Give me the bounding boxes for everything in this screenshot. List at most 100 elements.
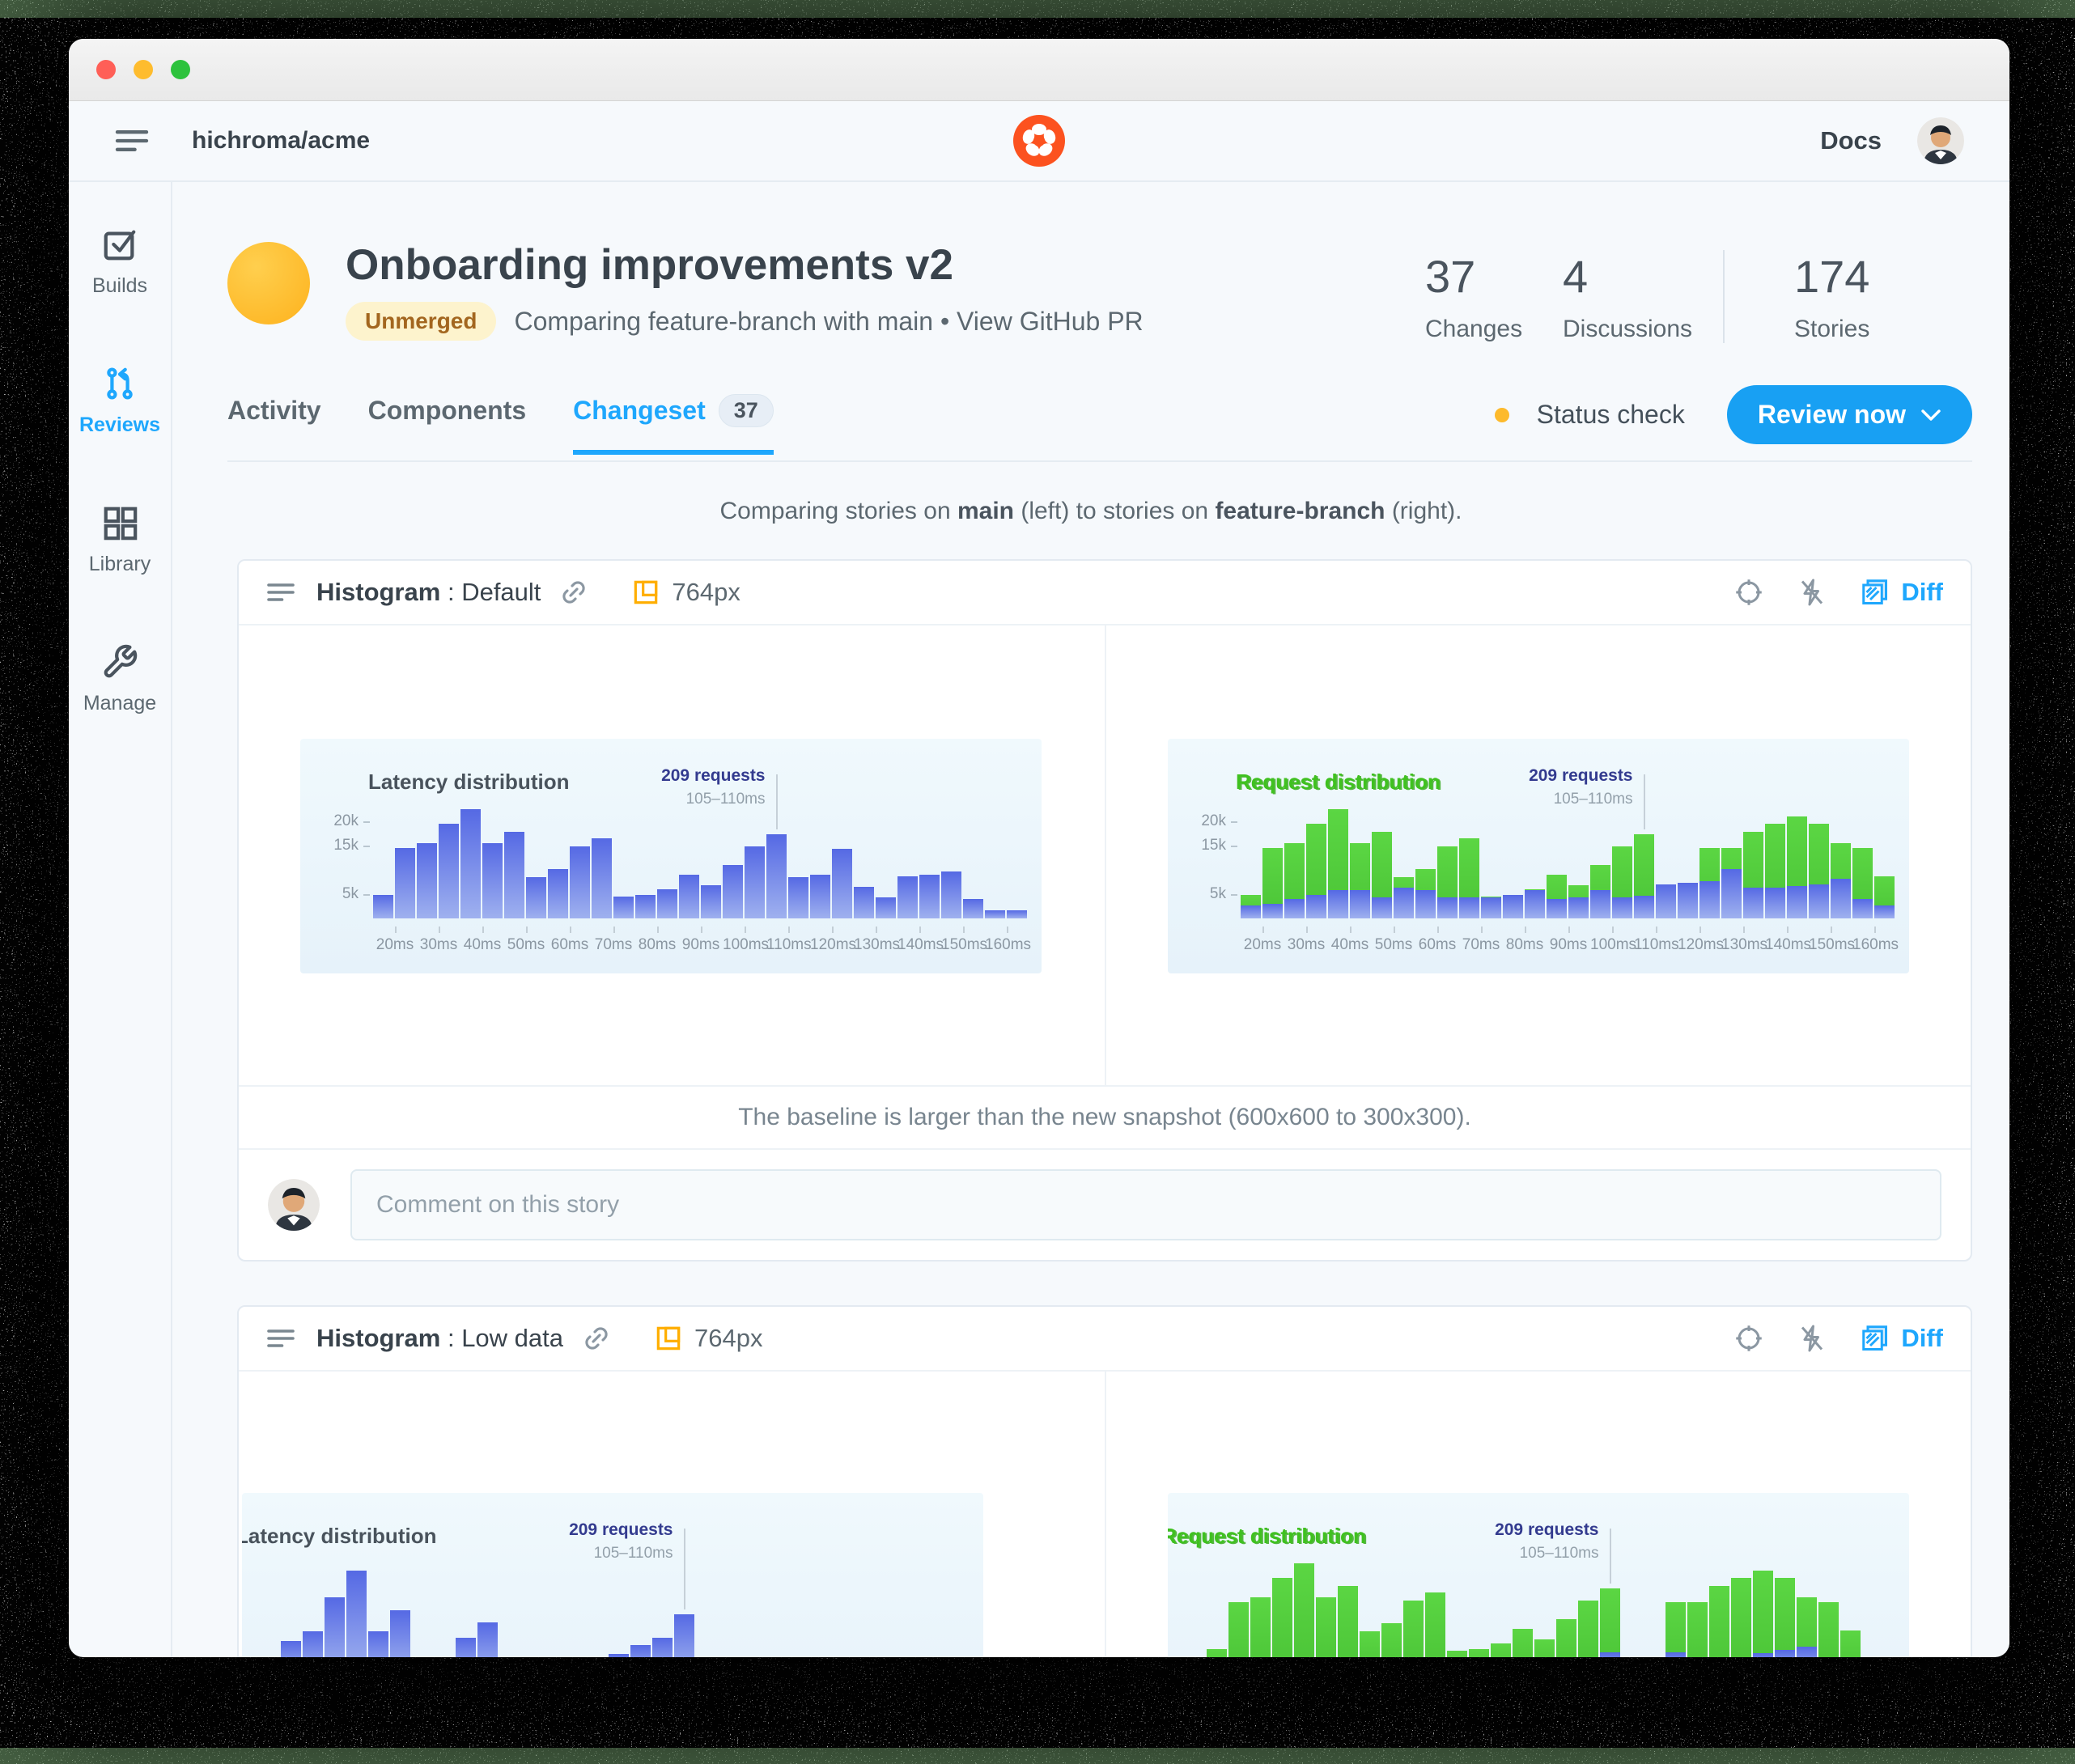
- edge-tint-bottom: [0, 1748, 2075, 1764]
- x-axis-tick: 160ms: [985, 927, 1032, 953]
- inspect-target-icon[interactable]: [1734, 1324, 1763, 1353]
- x-axis-tick: 140ms: [1765, 927, 1812, 953]
- annotation-label: 209 requests 105–110ms: [569, 1520, 673, 1562]
- link-icon[interactable]: [583, 1325, 610, 1352]
- annotation-label: 209 requests 105–110ms: [661, 766, 766, 808]
- main-content: Onboarding improvements v2 Unmerged Comp…: [172, 182, 2009, 1657]
- y-axis-tick: 5k: [310, 885, 370, 903]
- baseline-snapshot-column: Latency distribution 5k 15k 20k 20ms 30ms 40ms…: [239, 625, 1105, 1085]
- flash-off-icon[interactable]: [1797, 1324, 1827, 1353]
- x-axis-tick: 90ms: [679, 927, 723, 954]
- story-card-header: Histogram : Default 764px: [239, 561, 1971, 625]
- app-header: hichroma/acme Docs: [69, 101, 2009, 182]
- x-axis-tick: 110ms: [766, 927, 812, 953]
- baseline-snapshot-chart[interactable]: Latency distribution 5k 15k 20k 20ms 30ms 40ms…: [300, 739, 1042, 973]
- window-titlebar: [69, 39, 2009, 101]
- x-axis-tick: 50ms: [504, 927, 548, 954]
- unmerged-badge: Unmerged: [346, 302, 497, 341]
- snapshot-comparison: Latency distribution 5k 15k 20k 20ms 30ms 40ms…: [239, 625, 1971, 1085]
- annotation-label: 209 requests 105–110ms: [1495, 1520, 1599, 1562]
- x-axis-tick: 120ms: [810, 927, 857, 953]
- x-axis-tick: 20ms: [1241, 927, 1284, 954]
- app-window: hichroma/acme Docs: [69, 39, 2009, 1657]
- flash-off-icon[interactable]: [1797, 578, 1827, 607]
- x-axis-tick: 150ms: [941, 927, 988, 953]
- viewport-size[interactable]: 764px: [656, 1324, 762, 1353]
- docs-link[interactable]: Docs: [1820, 126, 1882, 155]
- x-axis-tick: 90ms: [1547, 927, 1590, 954]
- diff-icon: [1862, 579, 1888, 604]
- menu-icon[interactable]: [114, 126, 150, 155]
- close-window-button[interactable]: [96, 60, 116, 79]
- link-icon[interactable]: [560, 579, 588, 606]
- x-axis-tick: 40ms: [460, 927, 504, 954]
- stat-stories: 174 Stories: [1723, 250, 1932, 343]
- viewport-size[interactable]: 764px: [633, 578, 740, 607]
- diff-toggle[interactable]: Diff: [1861, 1324, 1943, 1353]
- review-header: Onboarding improvements v2 Unmerged Comp…: [227, 241, 1932, 343]
- commenter-avatar: [268, 1179, 320, 1231]
- x-axis-tick: 110ms: [1634, 927, 1679, 953]
- x-axis-tick: 120ms: [1678, 927, 1725, 953]
- story-card-low-data: Histogram : Low data 764px: [237, 1305, 1972, 1657]
- chart-title: Request distribution: [1168, 1524, 1366, 1548]
- sidebar-item-manage[interactable]: Manage: [83, 643, 156, 782]
- x-axis-tick: 70ms: [1459, 927, 1503, 954]
- comment-input[interactable]: [350, 1169, 1941, 1240]
- stat-changes: 37 Changes: [1425, 251, 1523, 342]
- baseline-snapshot-chart[interactable]: Latency distribution20ms30ms40ms50ms60ms…: [242, 1493, 983, 1657]
- review-stats: 37 Changes 4 Discussions 174 Stories: [1425, 250, 1932, 343]
- x-axis-tick: 40ms: [1328, 927, 1372, 954]
- diff-toggle[interactable]: Diff: [1861, 578, 1943, 607]
- new-snapshot-diff-chart[interactable]: Request distribution20ms30ms40ms50ms60ms…: [1168, 1493, 1909, 1657]
- story-lines-icon: [266, 580, 295, 604]
- x-axis-tick: 50ms: [1372, 927, 1415, 954]
- review-now-button[interactable]: Review now: [1726, 385, 1972, 444]
- review-subtitle[interactable]: Comparing feature-branch with main • Vie…: [514, 306, 1144, 336]
- story-card-default: Histogram : Default 764px: [237, 559, 1972, 1262]
- repo-breadcrumb[interactable]: hichroma/acme: [192, 127, 371, 154]
- x-axis-tick: 70ms: [592, 927, 635, 954]
- sidebar-label-builds: Builds: [91, 274, 148, 297]
- status-check-label[interactable]: Status check: [1536, 400, 1685, 429]
- sidebar-label-library: Library: [88, 553, 151, 575]
- chart-title: Latency distribution: [368, 770, 570, 794]
- builds-check-icon: [101, 226, 138, 263]
- new-snapshot-column: Request distribution20ms30ms40ms50ms60ms…: [1105, 1372, 1971, 1657]
- y-axis-tick: 15k: [310, 837, 370, 854]
- minimize-window-button[interactable]: [134, 60, 153, 79]
- chart-title: Latency distribution: [242, 1524, 437, 1548]
- chevron-down-icon: [1921, 409, 1941, 421]
- y-axis-tick: 15k: [1178, 837, 1237, 854]
- annotation-line: [683, 1529, 685, 1609]
- y-axis-tick: 20k: [310, 812, 370, 830]
- stat-discussions: 4 Discussions: [1563, 251, 1693, 342]
- zoom-window-button[interactable]: [171, 60, 190, 79]
- chromatic-logo-icon[interactable]: [1012, 114, 1066, 167]
- tab-changeset[interactable]: Changeset 37: [573, 394, 774, 455]
- inspect-target-icon[interactable]: [1734, 578, 1763, 607]
- sidebar-item-reviews[interactable]: Reviews: [79, 365, 160, 504]
- x-axis-tick: 130ms: [1721, 927, 1768, 953]
- story-name[interactable]: Histogram : Low data: [316, 1324, 564, 1352]
- story-name[interactable]: Histogram : Default: [316, 578, 541, 606]
- sidebar-item-library[interactable]: Library: [89, 504, 151, 643]
- project-avatar: [227, 242, 310, 324]
- x-axis-tick: 20ms: [373, 927, 417, 954]
- x-axis-tick: 100ms: [723, 927, 770, 953]
- sidebar-item-builds[interactable]: Builds: [92, 226, 147, 365]
- y-axis-tick: 20k: [1178, 812, 1237, 830]
- viewport-icon: [656, 1326, 681, 1351]
- tabs-row: Activity Components Changeset 37 Status …: [227, 385, 1972, 462]
- status-dot-icon: [1494, 407, 1509, 422]
- new-snapshot-diff-chart[interactable]: Request distribution 5k 15k 20k 20ms 30ms 40ms…: [1168, 739, 1909, 973]
- diff-icon: [1862, 1325, 1888, 1351]
- user-avatar[interactable]: [1917, 117, 1964, 164]
- edge-tint-top: [0, 0, 2075, 18]
- baseline-note: The baseline is larger than the new snap…: [239, 1085, 1971, 1150]
- review-title: Onboarding improvements v2: [346, 241, 953, 289]
- tab-components[interactable]: Components: [367, 396, 527, 425]
- tab-activity[interactable]: Activity: [227, 396, 321, 425]
- viewport-icon: [634, 580, 658, 604]
